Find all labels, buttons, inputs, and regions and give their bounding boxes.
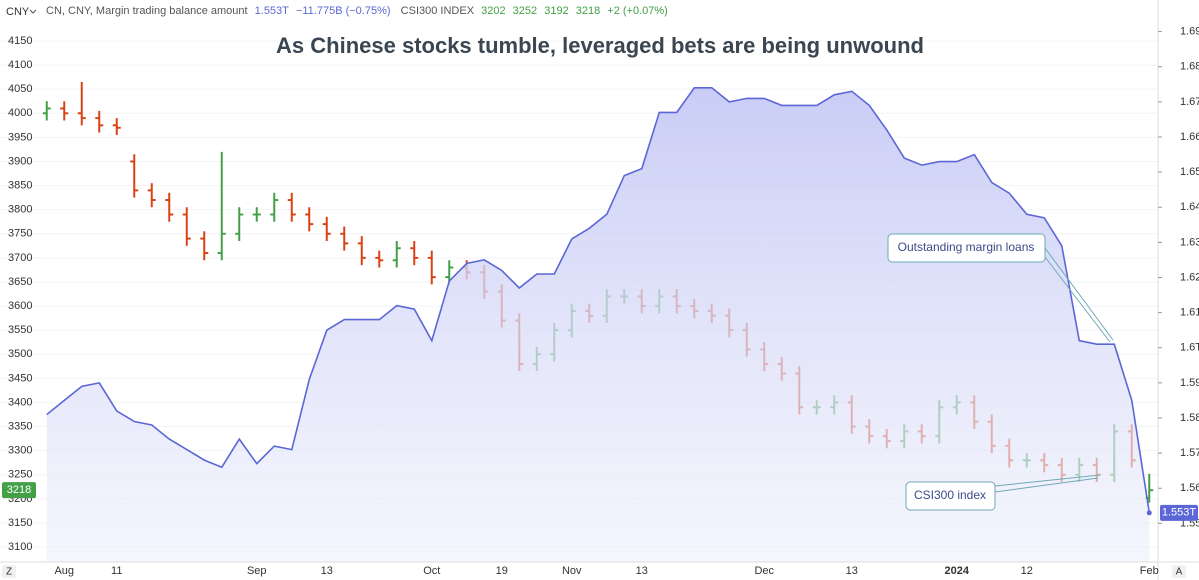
button[interactable]: Z: [6, 567, 12, 578]
annotation-leader: [1044, 247, 1114, 343]
y-tick-label: 3550: [8, 324, 32, 336]
area-fill: [46, 87, 1150, 563]
y-tick-label: 3900: [8, 155, 32, 167]
button-bg[interactable]: [1172, 565, 1186, 578]
x-tick-label: Nov: [562, 565, 582, 577]
y-tick-label: 3800: [8, 204, 32, 216]
y2-tick-label: 1.6T: [1180, 342, 1199, 354]
annotation-box: [905, 481, 996, 511]
y-tick-label: 4050: [8, 83, 32, 95]
button[interactable]: A: [1176, 567, 1183, 578]
x-tick-label: Aug: [54, 565, 74, 577]
x-tick-label: 2024: [945, 565, 970, 577]
price-tag-bg: [1160, 504, 1198, 521]
legend-high: 3252: [512, 5, 538, 17]
legend-change: −11.775B (−0.75%): [295, 5, 391, 17]
chart-title: As Chinese stocks tumble, leveraged bets…: [276, 33, 924, 58]
legend-change: +2 (+0.07%): [607, 5, 668, 17]
legend-low: 3192: [544, 5, 569, 17]
y-tick-label: 3350: [8, 420, 32, 432]
y-tick-label: 3250: [8, 469, 32, 481]
legend-name: CSI300 INDEX: [400, 5, 475, 17]
price-tag-bg: [2, 482, 36, 499]
y-tick-label: 3500: [8, 348, 32, 360]
y2-tick-label: 1.57T: [1180, 447, 1199, 459]
price-tag: 1.553T: [1162, 507, 1197, 519]
x-tick-label: 12: [1021, 565, 1033, 577]
y2-tick-label: 1.66T: [1180, 131, 1199, 143]
legend-open: 3202: [481, 5, 506, 17]
y2-tick-label: 1.58T: [1180, 412, 1199, 424]
legend-value: 1.553T: [254, 5, 289, 17]
x-tick-label: 13: [636, 565, 648, 577]
y-tick-label: 4150: [8, 35, 32, 47]
annotation: CSI300 index: [914, 488, 986, 502]
y-tick-label: 3700: [8, 252, 32, 264]
last-point: [1146, 510, 1152, 516]
y-tick-label: 3150: [8, 517, 32, 529]
y-tick-label: 3400: [8, 396, 32, 408]
y-tick-label: 3850: [8, 179, 32, 191]
dropdown-arrow: [29, 9, 37, 14]
y2-tick-label: 1.69T: [1180, 26, 1199, 38]
y-tick-label: 3750: [8, 228, 32, 240]
x-tick-label: 19: [496, 565, 508, 577]
y2-tick-label: 1.59T: [1180, 377, 1199, 389]
y-tick-label: 3600: [8, 300, 32, 312]
x-tick-label: Oct: [423, 565, 440, 577]
y2-tick-label: 1.63T: [1180, 236, 1199, 248]
legend-close: 3218: [575, 5, 601, 17]
y2-tick-label: 1.65T: [1180, 166, 1199, 178]
y-axis-label: CNY: [6, 6, 30, 18]
y-tick-label: 3300: [8, 445, 32, 457]
y-tick-label: 3950: [8, 131, 32, 143]
x-tick-label: Feb: [1140, 565, 1159, 577]
legend: CN, CNY, Margin trading balance amount 1…: [46, 5, 672, 17]
y-tick-label: 4100: [8, 59, 32, 71]
y-tick-label: 3650: [8, 276, 32, 288]
x-tick-label: Dec: [754, 565, 774, 577]
y2-tick-label: 1.64T: [1180, 201, 1199, 213]
y-tick-label: 3100: [8, 541, 32, 553]
legend-name: CN, CNY, Margin trading balance amount: [46, 5, 248, 17]
y-tick-label: 3450: [8, 372, 32, 384]
y2-tick-label: 1.68T: [1180, 61, 1199, 73]
price-tag: 3218: [7, 484, 31, 496]
y2-tick-label: 1.67T: [1180, 96, 1199, 108]
y-tick-label: 4000: [8, 107, 32, 119]
x-tick-label: 13: [846, 565, 858, 577]
y2-tick-label: 1.56T: [1180, 482, 1199, 494]
x-tick-label: 13: [321, 565, 333, 577]
annotation-leader: [994, 474, 1101, 493]
y2-tick-label: 1.62T: [1180, 271, 1199, 283]
annotation: Outstanding margin loans: [898, 240, 1035, 254]
x-tick-label: Sep: [247, 565, 267, 577]
x-tick-label: 11: [111, 565, 122, 577]
margin-line: [46, 87, 1151, 513]
button-bg[interactable]: [2, 565, 16, 578]
y2-tick-label: 1.61T: [1180, 307, 1199, 319]
